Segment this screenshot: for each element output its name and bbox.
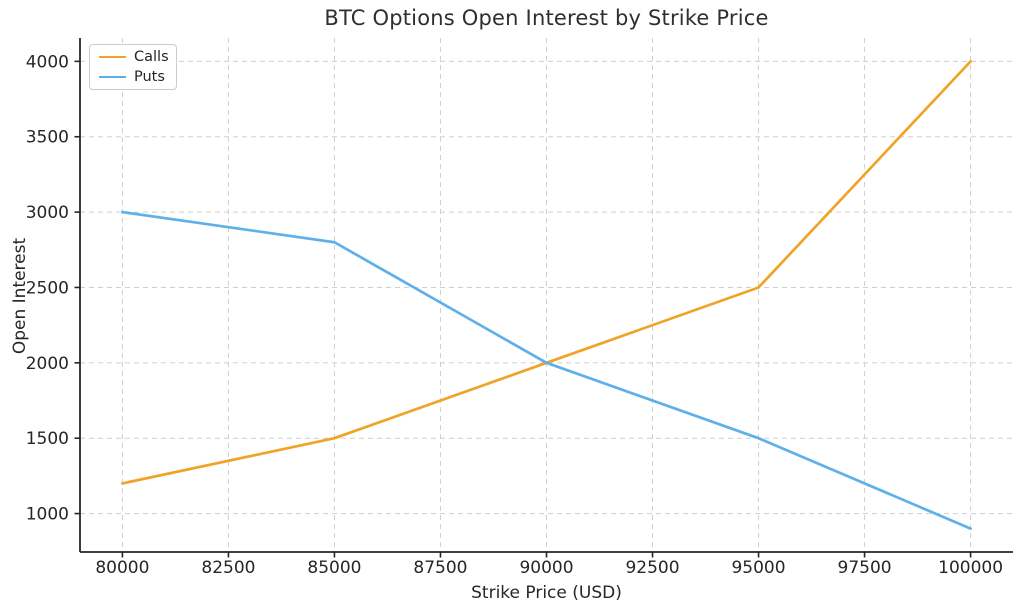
legend-item-puts: Puts [90, 70, 176, 85]
y-tick-label: 2500 [26, 278, 69, 298]
legend: Calls Puts [89, 44, 177, 90]
y-tick-label: 1500 [26, 429, 69, 449]
x-tick-label: 80000 [95, 558, 149, 578]
x-tick-label: 92500 [625, 558, 679, 578]
legend-item-calls: Calls [90, 50, 176, 65]
x-axis-title: Strike Price (USD) [471, 583, 622, 603]
calls-line-swatch-icon [99, 56, 126, 58]
y-tick-label: 4000 [26, 52, 69, 72]
x-tick-label: 90000 [519, 558, 573, 578]
x-tick-label: 82500 [201, 558, 255, 578]
chart-title: BTC Options Open Interest by Strike Pric… [324, 6, 769, 30]
x-tick-label: 100000 [938, 558, 1003, 578]
y-tick-label: 2000 [26, 354, 69, 374]
series-line-puts [121, 210, 972, 530]
y-tick-label: 1000 [26, 505, 69, 525]
y-tick-label: 3000 [26, 203, 69, 223]
y-axis-title: Open Interest [10, 237, 30, 355]
x-tick-label: 95000 [731, 558, 785, 578]
x-tick-label: 87500 [413, 558, 467, 578]
legend-label-calls: Calls [134, 48, 169, 65]
x-tick-label: 85000 [307, 558, 361, 578]
puts-line-swatch-icon [99, 76, 126, 78]
legend-label-puts: Puts [134, 68, 165, 85]
x-tick-label: 97500 [838, 558, 892, 578]
y-tick-label: 3500 [26, 128, 69, 148]
